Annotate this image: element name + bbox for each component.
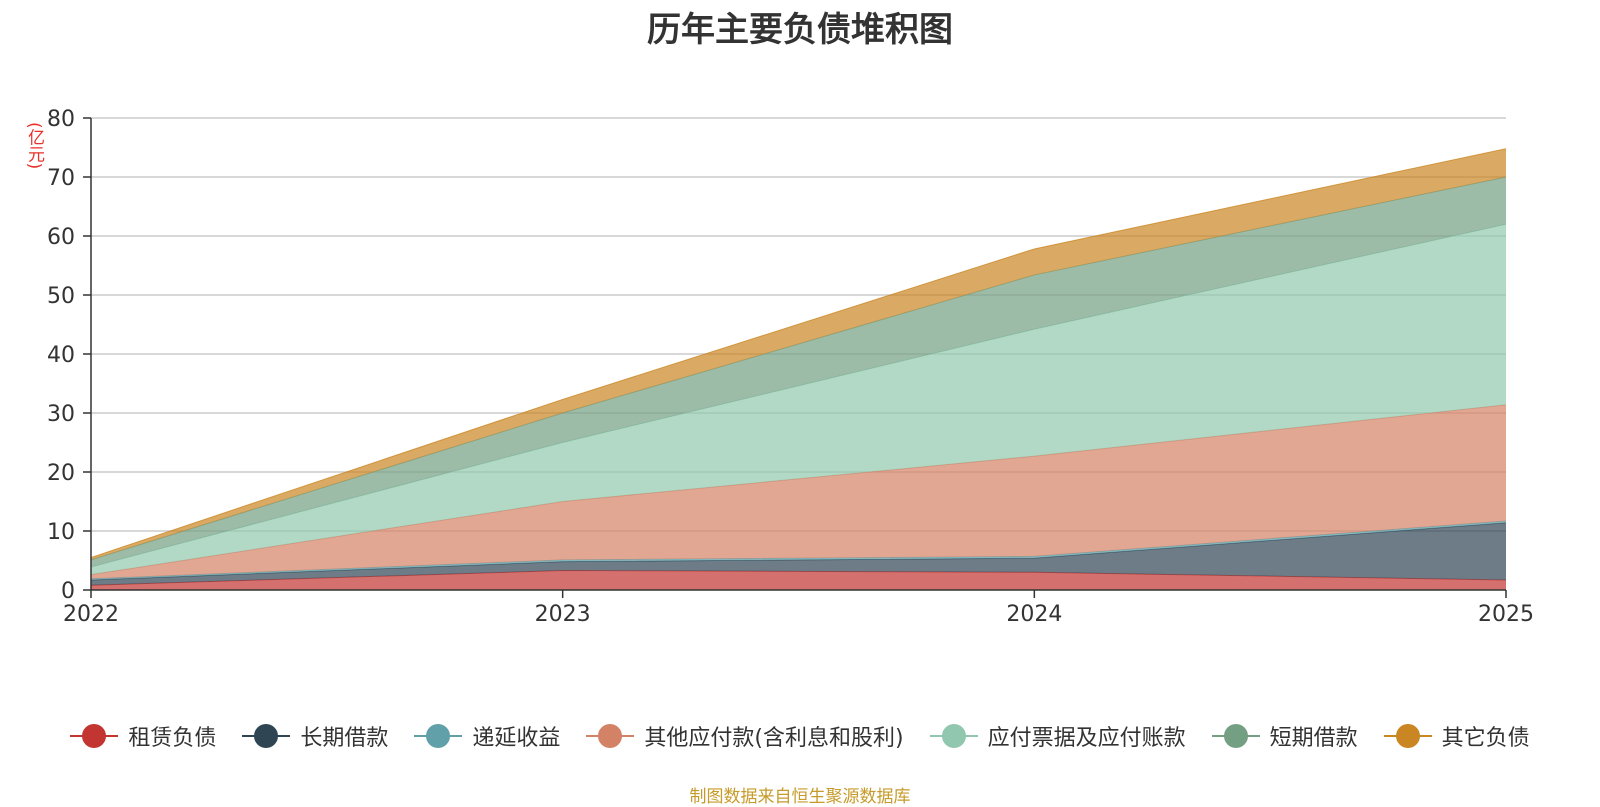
legend-label: 其它负债 [1441, 726, 1530, 751]
y-tick-label: 0 [61, 579, 75, 604]
y-tick-label: 50 [47, 284, 75, 309]
y-tick-label: 60 [47, 225, 75, 250]
area-series [91, 520, 1506, 580]
legend-marker-dot [1395, 724, 1420, 748]
area-series [91, 570, 1506, 590]
y-tick-label: 70 [47, 166, 75, 191]
legend-marker-icon [1383, 723, 1432, 749]
legend-marker-dot [82, 724, 107, 748]
legend-marker-dot [1223, 724, 1248, 748]
x-tick-label: 2025 [1478, 602, 1534, 627]
legend-item[interactable]: 应付票据及应付账款 [929, 720, 1186, 752]
legend-marker-icon [414, 723, 463, 749]
area-series [91, 522, 1506, 586]
legend-marker-dot [598, 724, 623, 748]
area-series [91, 148, 1506, 560]
series-areas [90, 148, 1507, 590]
legend-label: 其他应付款(含利息和股利) [644, 726, 904, 751]
legend-item[interactable]: 递延收益 [414, 720, 560, 752]
legend-marker-icon [586, 723, 635, 749]
legend-marker-icon [70, 723, 119, 749]
y-tick-label: 80 [47, 107, 75, 132]
legend-label: 长期借款 [300, 726, 389, 751]
chart-legend: 租赁负债 长期借款 递延收益 其他应付款(含利息和股利) 应付票据及应付账款 短期借款 其它… [0, 720, 1600, 752]
legend-item[interactable]: 短期借款 [1211, 720, 1358, 752]
chart-title: 历年主要负债堆积图 [647, 10, 953, 50]
legend-label: 短期借款 [1269, 726, 1358, 751]
legend-label: 应付票据及应付账款 [987, 726, 1186, 751]
legend-marker-dot [426, 724, 451, 748]
legend-marker-dot [941, 724, 966, 748]
x-tick-label: 2024 [1006, 602, 1062, 627]
legend-marker-icon [929, 723, 978, 749]
y-tick-label: 40 [47, 343, 75, 368]
area-series [91, 404, 1506, 579]
legend-item[interactable]: 其他应付款(含利息和股利) [586, 720, 904, 752]
y-tick-label: 30 [47, 402, 75, 427]
legend-label: 租赁负债 [128, 726, 217, 751]
axes: 0 10 20 30 40 50 60 70 80 2022 2023 2024 2025 [47, 107, 1534, 627]
x-tick-label: 2023 [535, 602, 591, 627]
legend-label: 递延收益 [472, 726, 561, 751]
y-tick-label: 20 [47, 461, 75, 486]
area-series [91, 177, 1506, 567]
area-series-edge [90, 148, 1507, 559]
y-axis-unit-label: (亿元) [24, 122, 44, 170]
y-tick-label: 10 [47, 520, 75, 545]
legend-marker-icon [242, 723, 291, 749]
legend-marker-dot [254, 724, 279, 748]
x-tick-label: 2022 [63, 602, 119, 627]
legend-item[interactable]: 其它负债 [1383, 720, 1530, 752]
legend-item[interactable]: 租赁负债 [70, 720, 216, 752]
legend-item[interactable]: 长期借款 [242, 720, 388, 752]
legend-marker-icon [1211, 723, 1260, 749]
source-note: 制图数据来自恒生聚源数据库 [689, 787, 911, 807]
area-series [91, 224, 1506, 575]
